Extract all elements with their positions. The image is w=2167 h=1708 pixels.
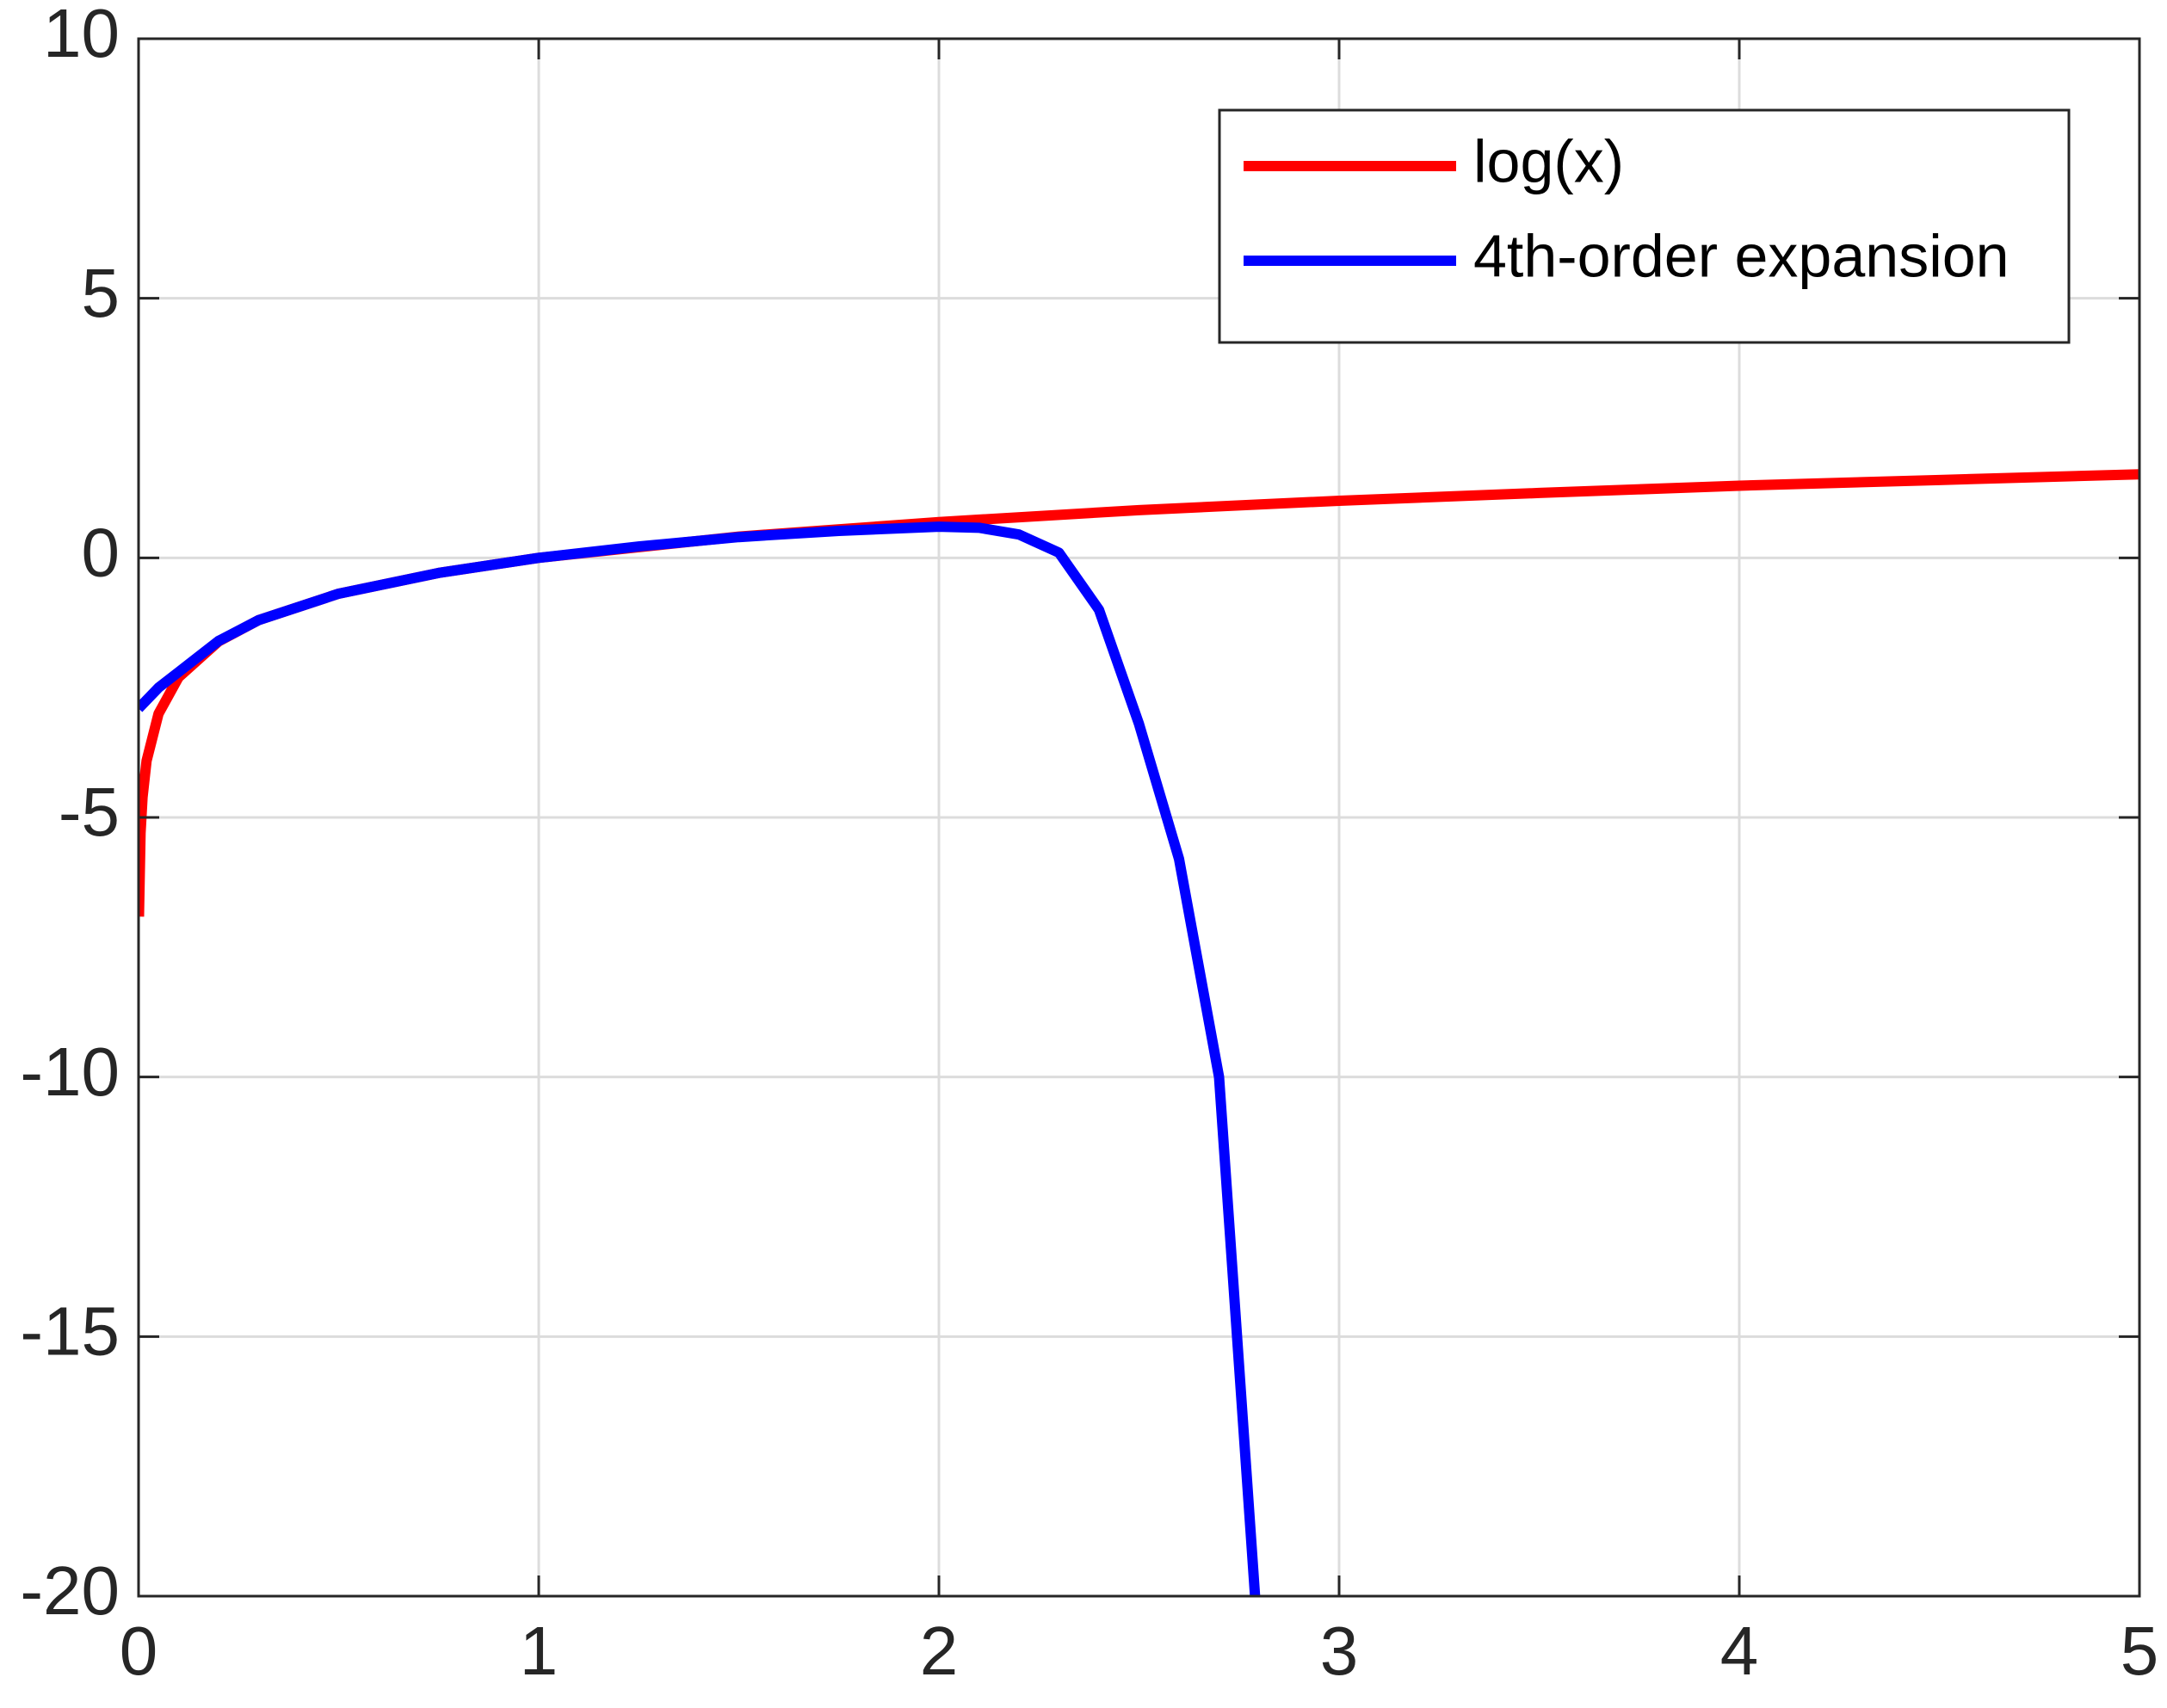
x-tick-label: 1	[520, 1612, 559, 1689]
legend: log(x) 4th-order expansion	[1218, 108, 2071, 344]
y-tick-label: -5	[59, 774, 120, 850]
x-tick-label: 0	[120, 1612, 158, 1689]
y-tick-label: 5	[82, 255, 120, 331]
x-tick-label: 4	[1720, 1612, 1759, 1689]
y-tick-label: -15	[20, 1292, 120, 1369]
legend-label: 4th-order expansion	[1473, 222, 2010, 289]
x-tick-label: 3	[1320, 1612, 1359, 1689]
y-tick-label: 10	[43, 0, 120, 71]
y-tick-label: -20	[20, 1552, 120, 1629]
plot-area	[139, 469, 2139, 1596]
y-tick-label: -10	[20, 1033, 120, 1110]
x-tick-label: 2	[920, 1612, 959, 1689]
legend-box	[1218, 108, 2071, 344]
y-tick-label: 0	[82, 514, 120, 590]
legend-label: log(x)	[1473, 127, 1624, 194]
ticks: 0 1 2 3 4 5 -20 -15 -10 -5 0 5 10	[20, 0, 2158, 1689]
grid	[137, 37, 2141, 1598]
series-line	[139, 521, 1261, 1596]
x-tick-label: 5	[2121, 1612, 2159, 1689]
